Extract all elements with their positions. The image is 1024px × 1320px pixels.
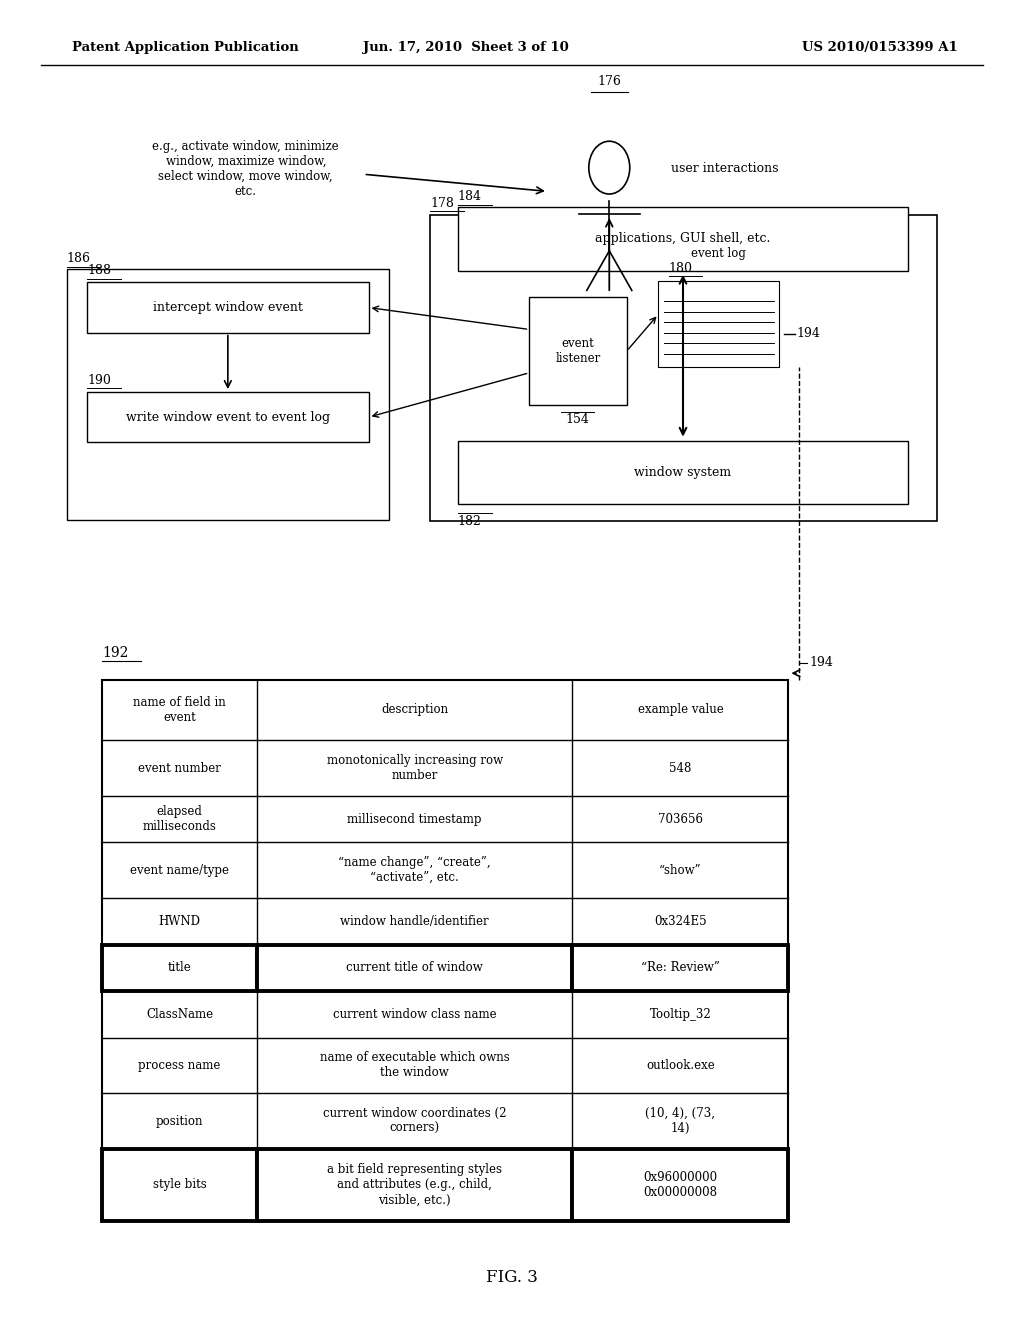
Bar [458, 207, 908, 271]
Text: name of executable which owns
the window: name of executable which owns the window [319, 1051, 510, 1080]
Text: outlook.exe: outlook.exe [646, 1059, 715, 1072]
Bar [257, 1148, 572, 1221]
Bar [668, 293, 775, 348]
Text: monotonically increasing row
number: monotonically increasing row number [327, 754, 503, 781]
Text: 190: 190 [87, 374, 111, 387]
Text: event number: event number [138, 762, 221, 775]
Bar [102, 680, 788, 1221]
Text: (10, 4), (73,
14): (10, 4), (73, 14) [645, 1107, 716, 1135]
Bar [658, 281, 779, 367]
Text: window handle/identifier: window handle/identifier [340, 915, 488, 928]
Text: “show”: “show” [659, 863, 701, 876]
Text: style bits: style bits [153, 1179, 207, 1192]
Text: 184: 184 [458, 190, 481, 203]
Text: title: title [168, 961, 191, 974]
Text: 0x324E5: 0x324E5 [654, 915, 707, 928]
Text: example value: example value [638, 704, 723, 717]
Bar [458, 441, 908, 504]
Text: write window event to event log: write window event to event log [126, 411, 330, 424]
Text: FIG. 3: FIG. 3 [486, 1270, 538, 1286]
Bar [665, 289, 776, 355]
Text: position: position [156, 1114, 204, 1127]
Bar [572, 945, 788, 991]
Text: “name change”, “create”,
“activate”, etc.: “name change”, “create”, “activate”, etc… [338, 857, 490, 884]
Text: current title of window: current title of window [346, 961, 483, 974]
Text: 194: 194 [809, 656, 833, 669]
Text: event log: event log [691, 247, 746, 260]
Text: 192: 192 [102, 645, 129, 660]
Bar [67, 269, 389, 520]
Text: 186: 186 [67, 252, 90, 265]
Text: applications, GUI shell, etc.: applications, GUI shell, etc. [595, 232, 771, 246]
Text: user interactions: user interactions [671, 162, 778, 176]
Text: Patent Application Publication: Patent Application Publication [72, 41, 298, 54]
Text: US 2010/0153399 A1: US 2010/0153399 A1 [802, 41, 957, 54]
Text: 180: 180 [669, 261, 692, 275]
Text: millisecond timestamp: millisecond timestamp [347, 813, 482, 826]
Text: 178: 178 [430, 197, 454, 210]
Text: event name/type: event name/type [130, 863, 229, 876]
Bar [572, 1148, 788, 1221]
Text: window system: window system [635, 466, 731, 479]
Text: current window class name: current window class name [333, 1007, 497, 1020]
Text: name of field in
event: name of field in event [133, 696, 226, 723]
Text: “Re: Review”: “Re: Review” [641, 961, 720, 974]
Text: HWND: HWND [159, 915, 201, 928]
Bar [87, 282, 369, 333]
Bar [102, 1148, 257, 1221]
Bar [257, 945, 572, 991]
Text: Jun. 17, 2010  Sheet 3 of 10: Jun. 17, 2010 Sheet 3 of 10 [364, 41, 568, 54]
Text: e.g., activate window, minimize
window, maximize window,
select window, move win: e.g., activate window, minimize window, … [153, 140, 339, 198]
Text: current window coordinates (2
corners): current window coordinates (2 corners) [323, 1107, 506, 1135]
Text: 176: 176 [597, 75, 622, 88]
Text: 548: 548 [670, 762, 691, 775]
Text: ClassName: ClassName [146, 1007, 213, 1020]
Text: event
listener: event listener [555, 337, 601, 366]
Text: 188: 188 [87, 264, 111, 277]
Text: process name: process name [138, 1059, 221, 1072]
Text: a bit field representing styles
and attributes (e.g., child,
visible, etc.): a bit field representing styles and attr… [327, 1163, 502, 1206]
Text: description: description [381, 704, 449, 717]
Text: 182: 182 [458, 515, 481, 528]
Text: intercept window event: intercept window event [153, 301, 303, 314]
Text: Tooltip_32: Tooltip_32 [649, 1007, 712, 1020]
Bar [662, 285, 778, 362]
Bar [529, 297, 627, 405]
Text: elapsed
milliseconds: elapsed milliseconds [142, 805, 216, 833]
Text: 154: 154 [565, 413, 590, 426]
Text: 0x96000000
0x00000008: 0x96000000 0x00000008 [643, 1171, 718, 1199]
Bar [87, 392, 369, 442]
Text: 194: 194 [797, 327, 820, 341]
Bar [102, 945, 257, 991]
Text: 703656: 703656 [658, 813, 702, 826]
Bar [430, 215, 937, 521]
